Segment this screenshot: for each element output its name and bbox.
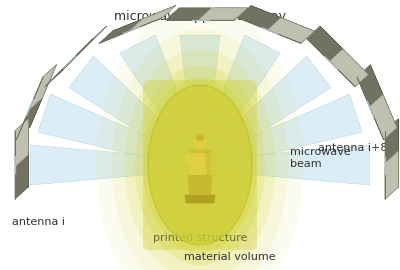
Polygon shape: [268, 18, 314, 43]
Polygon shape: [190, 151, 210, 175]
Text: antenna i+8: antenna i+8: [318, 143, 388, 153]
Polygon shape: [307, 26, 343, 61]
Polygon shape: [385, 151, 398, 199]
Polygon shape: [129, 6, 176, 31]
Polygon shape: [385, 155, 398, 199]
Polygon shape: [317, 48, 345, 77]
Polygon shape: [370, 94, 397, 140]
Ellipse shape: [125, 49, 275, 270]
Polygon shape: [320, 26, 368, 75]
Polygon shape: [185, 195, 215, 203]
Polygon shape: [366, 99, 374, 116]
Polygon shape: [26, 101, 33, 118]
Polygon shape: [70, 26, 107, 61]
Polygon shape: [362, 90, 378, 127]
Polygon shape: [112, 23, 149, 38]
Ellipse shape: [196, 134, 204, 141]
Polygon shape: [112, 6, 176, 31]
Polygon shape: [30, 65, 56, 128]
Polygon shape: [22, 90, 38, 127]
Polygon shape: [15, 155, 28, 199]
FancyBboxPatch shape: [143, 80, 257, 250]
Polygon shape: [251, 6, 314, 31]
Polygon shape: [370, 65, 397, 128]
Polygon shape: [202, 8, 248, 20]
Polygon shape: [196, 35, 280, 167]
Polygon shape: [58, 26, 107, 75]
Polygon shape: [69, 56, 203, 169]
Polygon shape: [99, 18, 162, 43]
Polygon shape: [30, 65, 56, 107]
Polygon shape: [200, 145, 370, 185]
Polygon shape: [62, 57, 75, 70]
Text: material volume: material volume: [184, 252, 276, 262]
Polygon shape: [238, 18, 301, 43]
Polygon shape: [198, 8, 248, 20]
Polygon shape: [271, 19, 314, 43]
Text: microwave
beam: microwave beam: [290, 147, 351, 169]
Ellipse shape: [148, 85, 252, 245]
Polygon shape: [357, 77, 384, 140]
Polygon shape: [166, 8, 211, 20]
Polygon shape: [121, 28, 138, 34]
Text: printed structure: printed structure: [153, 233, 247, 243]
Polygon shape: [15, 119, 28, 163]
Polygon shape: [185, 151, 191, 166]
Polygon shape: [197, 56, 331, 169]
Polygon shape: [324, 55, 336, 68]
Polygon shape: [38, 94, 202, 170]
Polygon shape: [307, 38, 355, 87]
Polygon shape: [180, 35, 220, 165]
Polygon shape: [16, 77, 43, 140]
Ellipse shape: [96, 5, 304, 270]
Text: antenna i: antenna i: [12, 217, 65, 227]
Polygon shape: [15, 119, 28, 167]
Polygon shape: [45, 52, 81, 87]
Polygon shape: [385, 119, 398, 163]
Polygon shape: [30, 145, 200, 185]
Ellipse shape: [112, 29, 288, 270]
Polygon shape: [357, 65, 383, 107]
Polygon shape: [68, 26, 107, 64]
Polygon shape: [204, 151, 211, 175]
Polygon shape: [29, 65, 56, 110]
Ellipse shape: [135, 65, 265, 265]
Polygon shape: [260, 27, 277, 33]
Polygon shape: [371, 98, 397, 140]
Polygon shape: [132, 6, 176, 30]
Polygon shape: [330, 49, 368, 87]
Polygon shape: [198, 94, 362, 170]
Ellipse shape: [143, 77, 257, 253]
Circle shape: [193, 135, 207, 149]
Polygon shape: [188, 175, 212, 195]
Polygon shape: [99, 19, 142, 43]
Text: microwave applicator array: microwave applicator array: [114, 10, 286, 23]
Polygon shape: [332, 52, 368, 87]
Polygon shape: [45, 38, 93, 87]
Polygon shape: [16, 98, 42, 140]
Polygon shape: [251, 23, 288, 38]
Polygon shape: [238, 6, 281, 30]
Polygon shape: [55, 48, 83, 77]
Polygon shape: [120, 35, 204, 167]
